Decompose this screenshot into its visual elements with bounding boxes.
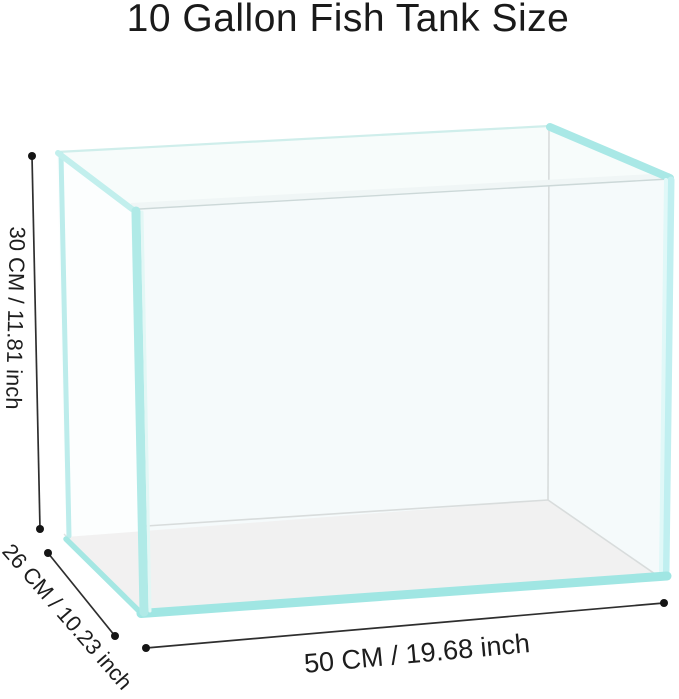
dimension-endpoint-dot <box>660 599 668 607</box>
front-right-edge-highlight <box>659 178 668 573</box>
tank-left-face <box>57 152 140 613</box>
floor-right-edge-line <box>547 499 659 577</box>
height-dimension-line <box>28 152 44 533</box>
dimension-lines <box>28 152 668 652</box>
front-bottom-edge-band <box>136 571 672 618</box>
height-dimension-label: 30 CM / 11.81 inch <box>0 226 31 410</box>
back-left-vertical-edge-band <box>58 151 72 539</box>
width-dimension-line <box>142 599 668 652</box>
dimension-endpoint-dot <box>111 632 119 640</box>
glass-edge-bands <box>55 123 675 618</box>
back-top-edge-line <box>56 124 550 154</box>
top-right-depth-edge-band <box>546 123 674 182</box>
top-left-depth-edge-band <box>55 150 135 212</box>
front-left-vertical-edge-band <box>131 206 149 617</box>
dimension-endpoint-dot <box>44 549 52 557</box>
tank-top-face <box>57 126 671 209</box>
bottom-left-depth-edge-band <box>63 536 144 616</box>
depth-dimension-line <box>44 549 119 640</box>
dimension-endpoint-dot <box>36 525 44 533</box>
front-left-edge-highlight <box>140 210 152 613</box>
dimension-endpoint-dot <box>142 644 150 652</box>
diagram-title: 10 Gallon Fish Tank Size <box>126 0 570 40</box>
front-top-glass-thickness-band <box>130 173 671 209</box>
front-top-edge-line <box>130 178 670 211</box>
floor-back-edge-line <box>145 499 549 527</box>
back-right-vertical-edge-line <box>547 126 550 501</box>
front-right-vertical-edge-band <box>662 176 675 575</box>
dimension-endpoint-dot <box>28 152 36 160</box>
